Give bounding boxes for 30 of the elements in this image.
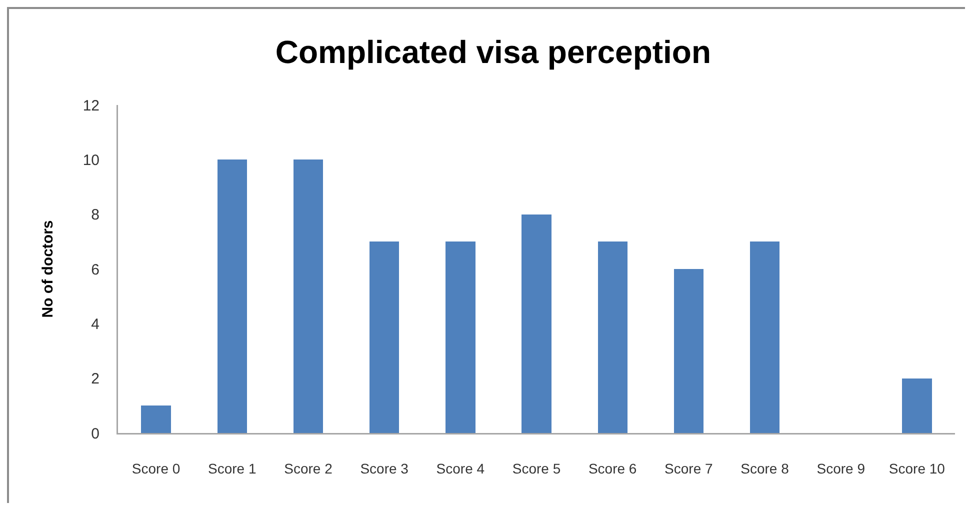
bar <box>522 214 552 433</box>
x-tick-label: Score 10 <box>888 460 946 476</box>
y-tick-label: 8 <box>91 206 100 224</box>
bar <box>293 160 324 433</box>
bar <box>598 242 628 433</box>
x-tick-label: Score 0 <box>132 460 180 476</box>
x-tick-label: Score 6 <box>588 460 637 476</box>
x-tick-label: Score 2 <box>284 460 333 476</box>
chart-title: Complicated visa perception <box>275 34 712 70</box>
bar <box>750 242 780 433</box>
bar <box>141 406 171 433</box>
x-tick-label: Score 4 <box>436 460 485 476</box>
y-tick-label: 12 <box>82 97 100 114</box>
x-tick-label: Score 7 <box>664 460 714 476</box>
y-tick-label: 0 <box>91 425 100 442</box>
y-axis-title: No of doctors <box>39 220 56 318</box>
x-tick-label: Score 3 <box>360 460 409 476</box>
bar <box>674 269 704 433</box>
x-tick-label: Score 9 <box>816 460 866 476</box>
y-tick-label: 10 <box>82 152 100 169</box>
x-tick-label: Score 5 <box>512 460 561 476</box>
bar <box>369 242 400 433</box>
bar <box>902 378 932 433</box>
x-tick-label: Score 8 <box>740 460 790 476</box>
y-tick-label: 2 <box>91 370 100 388</box>
y-tick-label: 4 <box>91 316 100 333</box>
x-tick-label: Score 1 <box>208 460 256 476</box>
bar <box>217 160 247 433</box>
y-tick-label: 6 <box>91 261 100 278</box>
bar <box>446 242 476 433</box>
